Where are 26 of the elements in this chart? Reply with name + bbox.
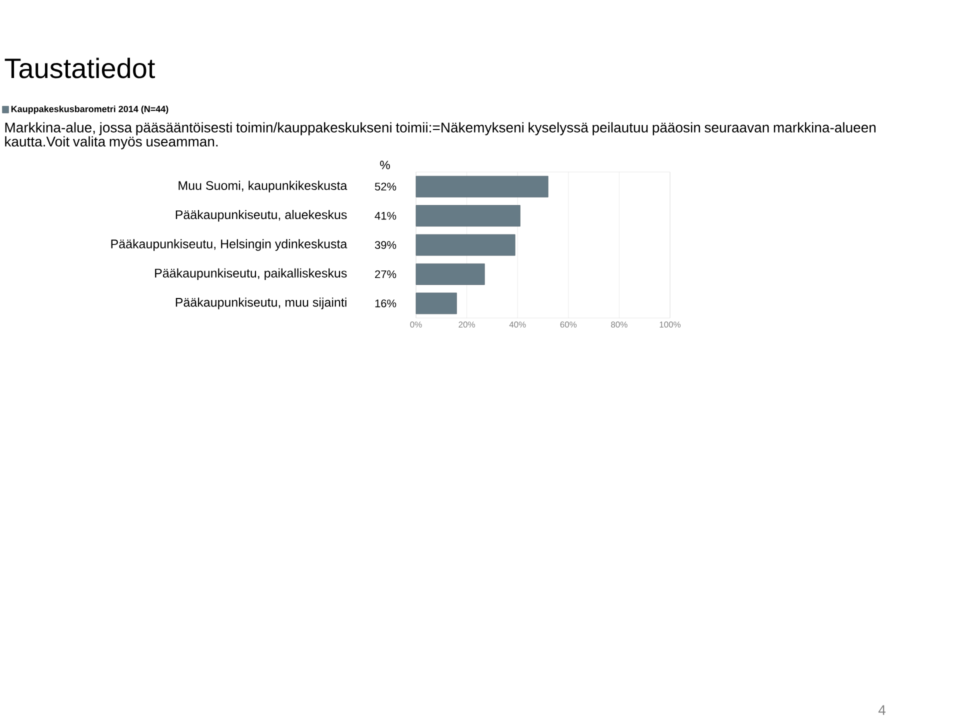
text: 4 xyxy=(878,705,886,715)
data-label: 41% xyxy=(374,212,396,220)
data-label: 27% xyxy=(375,270,396,278)
legend-label: Kauppakeskusbarometri 2014 (N=44) xyxy=(11,106,168,114)
bar xyxy=(416,263,485,285)
data-label: 39% xyxy=(374,241,396,249)
x-tick-label: 40% xyxy=(509,322,526,328)
y-tick-label: Muu Suomi, kaupunkikeskusta xyxy=(178,180,348,192)
bar xyxy=(416,234,516,256)
x-tick-label: 0% xyxy=(410,322,422,328)
text: % xyxy=(380,160,390,170)
data-label: 16% xyxy=(375,300,396,308)
data-label: 52% xyxy=(374,182,396,191)
bar xyxy=(416,292,457,314)
bar xyxy=(416,205,520,227)
y-tick-label: Pääkaupunkiseutu, muu sijainti xyxy=(176,298,346,310)
y-tick-label: Pääkaupunkiseutu, Helsingin ydinkeskusta xyxy=(111,239,348,251)
x-tick-label: 80% xyxy=(611,322,628,328)
y-tick-label: Pääkaupunkiseutu, aluekeskus xyxy=(176,210,347,222)
x-tick-label: 100% xyxy=(660,322,681,328)
x-tick-label: 20% xyxy=(458,322,476,328)
x-tick-label: 60% xyxy=(560,322,577,328)
y-tick-label: Pääkaupunkiseutu, paikalliskeskus xyxy=(155,268,347,280)
text: Taustatiedot xyxy=(4,58,155,78)
chart-subtitle: Markkina-alue, jossa pääsääntöisesti toimin/kauppakeskukseni toimii:=Näkemykseni kyselyssä peilautuu pääosin seuraavan markkina-alueen kautta.Voit valita myös useamman. xyxy=(5,122,876,150)
bar xyxy=(416,176,548,198)
